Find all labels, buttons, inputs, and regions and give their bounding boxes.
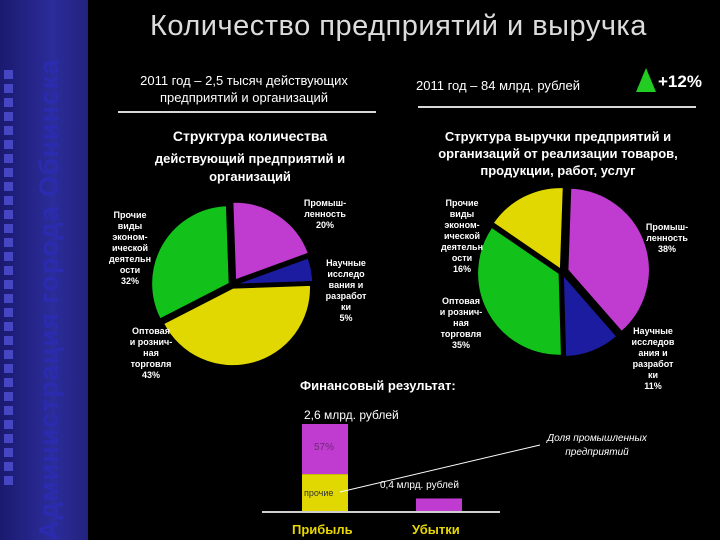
right-label-prom: Промыш-ленность 38% bbox=[645, 222, 689, 254]
bar-other-label: прочие bbox=[304, 488, 334, 498]
left-underline bbox=[118, 111, 376, 113]
left-label-nauch: Научные исследо вания и разработ ки 5% bbox=[325, 258, 367, 323]
sidebar-squares bbox=[4, 70, 16, 490]
left-headline: 2011 год – 2,5 тысяч действующих предпри… bbox=[140, 73, 348, 105]
page-title: Количество предприятий и выручка bbox=[150, 10, 647, 42]
left-subtitle-1: Структура количества bbox=[172, 128, 328, 144]
right-headline: 2011 год – 84 млрд. рублей bbox=[416, 78, 581, 93]
left-label-proch: Прочие виды эконом-ической деятельн ости 32% bbox=[108, 210, 152, 286]
sidebar: Администрация города Обнинска bbox=[0, 0, 88, 540]
left-subtitle-2: действующий предприятий и bbox=[154, 151, 346, 166]
right-pie-slice-0 bbox=[566, 187, 651, 333]
cat-loss: Убытки bbox=[412, 522, 460, 537]
left-label-prom: Промыш-ленность 20% bbox=[303, 198, 347, 230]
right-subtitle: Структура выручки предприятий и организа… bbox=[438, 129, 678, 178]
profit-bar-other bbox=[302, 474, 348, 512]
right-pie-slice-3 bbox=[491, 186, 565, 271]
right-pie-slice-1 bbox=[562, 272, 619, 358]
finance-title: Финансовый результат: bbox=[300, 378, 456, 393]
right-label-nauch: Научные исследов ания и разработ ки 11% bbox=[631, 326, 675, 391]
left-pie-slice-0 bbox=[231, 201, 310, 282]
bar-pct-label: 57% bbox=[314, 442, 335, 453]
growth-arrow-icon bbox=[636, 68, 656, 92]
left-pie-slice-2 bbox=[162, 284, 312, 367]
finance-annotation: Доля промышленных предприятий bbox=[547, 433, 647, 458]
cat-profit: Прибыль bbox=[292, 522, 353, 537]
left-subtitle-3: организаций bbox=[209, 169, 291, 184]
loss-value: 0,4 млрд. рублей bbox=[380, 480, 459, 491]
left-pie-slice-3 bbox=[150, 204, 231, 321]
profit-value: 2,6 млрд. рублей bbox=[304, 408, 399, 422]
annotation-leader-line bbox=[339, 444, 541, 493]
right-label-proch: Прочие виды эконом-ической деятельн ости 16% bbox=[440, 198, 484, 274]
left-pie-slice-1 bbox=[234, 256, 314, 286]
right-pie-slice-2 bbox=[476, 226, 563, 357]
profit-bar-industry bbox=[302, 424, 348, 475]
growth-value: +12% bbox=[658, 72, 702, 91]
loss-bar bbox=[416, 498, 462, 512]
left-label-torg: Оптовая и рознич-ная торговля 43% bbox=[129, 326, 173, 380]
right-underline bbox=[418, 106, 696, 108]
right-label-torg: Оптовая и рознич-ная торговля 35% bbox=[439, 296, 483, 350]
